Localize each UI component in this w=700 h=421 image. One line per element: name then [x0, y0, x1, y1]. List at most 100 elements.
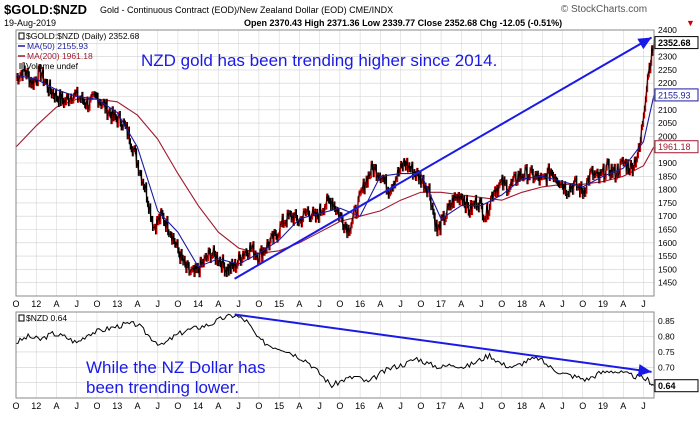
x-tick-label: 13 [112, 401, 122, 411]
y-tick-label: 2050 [658, 118, 677, 128]
x-tick-label: 17 [436, 299, 446, 309]
x-tick-label: O [417, 401, 424, 411]
x-tick-label: J [479, 299, 484, 309]
x-tick-label: 12 [31, 299, 41, 309]
top-plot-frame [15, 29, 655, 297]
x-tick-label: O [498, 401, 505, 411]
y-tick-label: 2100 [658, 105, 677, 115]
x-tick-label: O [579, 401, 586, 411]
x-tick-label: 15 [274, 299, 284, 309]
x-tick-label: J [560, 401, 565, 411]
legend-ma200: MA(200) 1961.18 [27, 51, 93, 61]
y-tick-label: 1500 [658, 264, 677, 274]
legend-price: $GOLD:$NZD (Daily) 2352.68 [26, 31, 140, 41]
bottom-plot-frame [15, 311, 655, 399]
x-tick-label: A [458, 299, 464, 309]
top-x-axis: O 12 A J O 13 A J O 14 A J O 15 A J O 16 A J O 17 A J O 18 A J O 19 A J [12, 299, 645, 309]
x-tick-label: J [236, 299, 241, 309]
x-tick-label: J [560, 299, 565, 309]
top-annotation: NZD gold has been trending higher since … [141, 51, 497, 70]
last-price-label: 2352.68 [658, 38, 691, 48]
x-tick-label: J [398, 401, 403, 411]
x-tick-label: A [620, 299, 626, 309]
price-line [15, 42, 655, 275]
trend-arrow-layer [234, 36, 653, 280]
bottom-annotation-line1: While the NZ Dollar has [86, 358, 266, 377]
y-tick-label: 2400 [658, 25, 677, 35]
bottom-y-axis: 0.70 0.75 0.80 0.85 0.64 [654, 316, 699, 393]
x-tick-label: 19 [598, 299, 608, 309]
x-tick-label: 19 [598, 401, 608, 411]
volume-legend-swatch [19, 63, 24, 69]
x-tick-label: 12 [31, 401, 41, 411]
x-tick-label: A [458, 401, 464, 411]
x-tick-label: O [417, 299, 424, 309]
y-tick-label: 1800 [658, 185, 677, 195]
gold-trend-arrow-head [637, 37, 652, 50]
bottom-annotation-line2: been trending lower. [86, 378, 239, 397]
x-tick-label: J [155, 401, 160, 411]
x-tick-label: O [336, 401, 343, 411]
x-tick-label: J [317, 401, 322, 411]
bottom-legend: $NZD 0.64 [18, 313, 67, 323]
y-tick-label: 1600 [658, 238, 677, 248]
x-tick-label: A [296, 299, 302, 309]
price-legend-swatch [18, 32, 25, 40]
x-tick-label: O [255, 299, 262, 309]
symbol-title: $GOLD:$NZD [4, 2, 87, 17]
x-tick-label: A [539, 299, 545, 309]
y-tick-label: 1750 [658, 198, 677, 208]
x-tick-label: 14 [193, 299, 203, 309]
x-tick-label: O [12, 401, 19, 411]
x-tick-label: A [620, 401, 626, 411]
nzd-line [15, 313, 655, 389]
y-tick-label: 0.85 [658, 316, 675, 326]
x-tick-label: J [155, 299, 160, 309]
y-tick-label: 1900 [658, 158, 677, 168]
y-tick-label: 0.70 [658, 362, 675, 372]
nzd-trend-arrow [234, 313, 652, 373]
x-tick-label: J [398, 299, 403, 309]
x-tick-label: O [174, 299, 181, 309]
y-tick-label: 2000 [658, 131, 677, 141]
top-y-axis: 1450 1500 1550 1600 1650 1700 1750 1800 1850 1900… [654, 25, 699, 288]
nzd-trend-arrow-head [637, 364, 652, 377]
symbol-description: Gold - Continuous Contract (EOD)/New Zea… [100, 5, 393, 15]
x-tick-label: A [377, 299, 383, 309]
gold-trend-arrow [234, 36, 653, 280]
x-tick-label: A [296, 401, 302, 411]
x-tick-label: O [174, 401, 181, 411]
chart-date: 19-Aug-2019 [4, 18, 56, 28]
y-tick-label: 2300 [658, 52, 677, 62]
x-tick-label: 18 [517, 401, 527, 411]
x-tick-label: 16 [355, 401, 365, 411]
last-price-label-box [654, 36, 699, 50]
x-tick-label: A [53, 401, 59, 411]
x-tick-label: O [93, 401, 100, 411]
x-tick-label: A [215, 401, 221, 411]
x-tick-label: J [236, 401, 241, 411]
x-tick-label: A [53, 299, 59, 309]
top-grid [15, 29, 654, 296]
x-tick-label: 14 [193, 401, 203, 411]
nzd-layer [15, 313, 655, 389]
y-tick-label: 0.80 [658, 332, 675, 342]
nzd-trend-arrow-layer [234, 313, 652, 377]
x-tick-label: A [377, 401, 383, 411]
x-tick-label: A [215, 299, 221, 309]
x-tick-label: 17 [436, 401, 446, 411]
x-tick-label: O [336, 299, 343, 309]
x-tick-label: O [255, 401, 262, 411]
x-tick-label: J [74, 401, 79, 411]
ohlc-readout: Open 2370.43 High 2371.36 Low 2339.77 Cl… [244, 18, 562, 28]
last-nzd-label-box [654, 379, 699, 393]
x-tick-label: O [498, 299, 505, 309]
y-tick-label: 1850 [658, 171, 677, 181]
legend-volume: Volume undef [26, 61, 79, 71]
stockcharts-watermark: © StockCharts.com [561, 4, 647, 15]
ma200-line [15, 98, 655, 254]
ma50-line [15, 74, 655, 268]
x-tick-label: 15 [274, 401, 284, 411]
top-legend: $GOLD:$NZD (Daily) 2352.68 MA(50) 2155.9… [18, 31, 140, 71]
